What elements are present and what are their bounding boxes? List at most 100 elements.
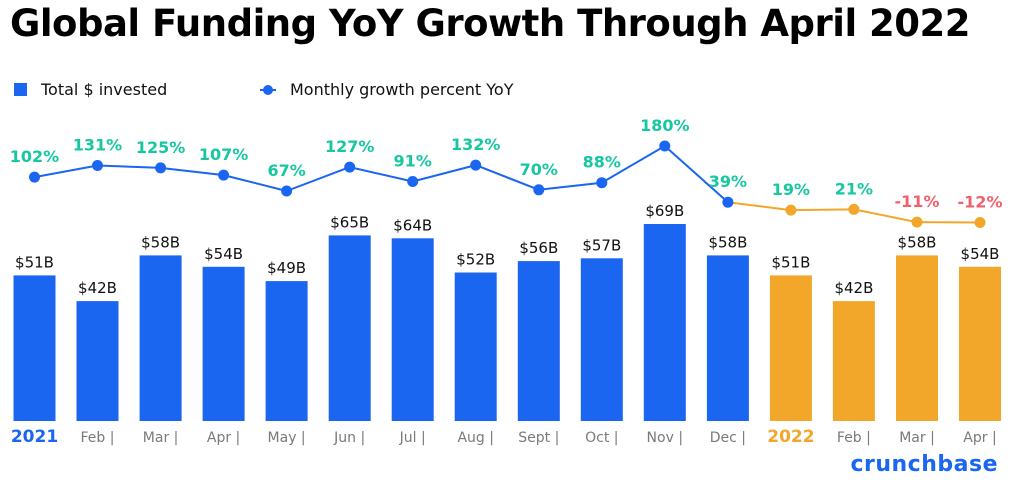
growth-percent-label: 102% — [10, 147, 59, 166]
growth-line-segment — [727, 201, 792, 212]
bar — [517, 261, 560, 421]
bar — [391, 238, 434, 421]
bar — [769, 275, 812, 421]
bar-value-label: $58B — [898, 233, 937, 251]
growth-percent-label: 70% — [520, 160, 558, 179]
bar — [580, 258, 623, 421]
growth-point — [344, 161, 356, 173]
growth-line-segment — [601, 145, 666, 184]
bar — [76, 301, 119, 421]
growth-point — [470, 159, 482, 171]
growth-point — [659, 140, 671, 152]
bar — [265, 281, 308, 421]
bar-value-label: $51B — [771, 253, 810, 271]
growth-line-segment — [412, 164, 476, 183]
growth-point — [848, 203, 860, 215]
bar-value-label: $52B — [456, 251, 495, 269]
bar — [328, 235, 371, 421]
bar-value-label: $54B — [204, 245, 243, 263]
growth-percent-label: 132% — [451, 135, 500, 154]
growth-percent-label: 39% — [709, 172, 747, 191]
growth-line-segment — [664, 145, 729, 203]
bar — [959, 266, 1001, 421]
bar-value-label: $54B — [961, 245, 1000, 263]
x-axis-tick-label: Feb | — [837, 430, 871, 446]
bar-value-label: $57B — [582, 236, 621, 254]
legend-item-line: Monthly growth percent YoY — [260, 78, 513, 100]
growth-percent-label: 91% — [394, 152, 432, 171]
growth-line-segment — [97, 164, 161, 169]
growth-point — [785, 204, 797, 216]
bar-value-label: $42B — [834, 279, 873, 297]
legend-bar-swatch — [14, 82, 27, 96]
x-axis-tick-label: May | — [268, 430, 306, 446]
growth-line-segment — [853, 208, 918, 224]
bar — [896, 255, 938, 421]
bar — [454, 272, 497, 421]
growth-point — [218, 169, 230, 181]
bar-value-label: $51B — [15, 253, 54, 271]
growth-percent-label: 131% — [73, 136, 122, 155]
bar — [832, 301, 875, 421]
legend-item-bars: Total $ invested — [14, 78, 167, 100]
growth-point — [974, 217, 986, 228]
x-axis-tick-label: Dec | — [710, 430, 746, 446]
growth-line-segment — [34, 164, 98, 179]
x-axis-tick-label: Feb | — [81, 430, 115, 446]
bar-value-label: $64B — [393, 216, 432, 234]
growth-point — [407, 176, 419, 187]
growth-point — [533, 184, 545, 196]
growth-percent-label: 88% — [583, 153, 621, 172]
bar-value-label: $42B — [78, 279, 117, 297]
growth-line-segment — [790, 208, 854, 212]
crunchbase-logo: crunchbase — [850, 452, 998, 477]
growth-point — [911, 216, 923, 228]
growth-line-segment — [349, 166, 413, 183]
growth-percent-label: 107% — [199, 145, 248, 164]
growth-point — [92, 160, 103, 171]
x-axis-tick-label: Nov | — [647, 430, 684, 446]
growth-percent-label: 180% — [640, 116, 689, 135]
x-axis-tick-label: Sept | — [518, 430, 559, 446]
chart-title: Global Funding YoY Growth Through April … — [10, 2, 970, 45]
growth-point — [596, 177, 608, 189]
x-axis-tick-label: Apr | — [207, 430, 240, 446]
growth-point — [722, 196, 734, 208]
bar — [139, 255, 182, 421]
growth-percent-label: 21% — [835, 179, 873, 198]
bar — [202, 266, 245, 421]
legend-line-label: Monthly growth percent YoY — [290, 79, 514, 99]
growth-line-segment — [223, 174, 287, 192]
growth-percent-label: 125% — [136, 138, 185, 157]
growth-point — [281, 185, 293, 197]
x-axis-tick-label: Oct | — [585, 430, 618, 446]
x-axis-year-label: 2022 — [767, 427, 814, 447]
x-axis-tick-label: Apr | — [963, 430, 996, 446]
bar — [13, 275, 56, 421]
growth-line-segment — [475, 164, 540, 191]
x-axis-tick-label: Jun | — [333, 430, 365, 446]
x-axis-tick-label: Aug | — [457, 430, 494, 446]
legend-bar-label: Total $ invested — [41, 79, 168, 99]
growth-percent-label: -12% — [958, 193, 1003, 212]
bar-value-label: $69B — [645, 202, 684, 220]
x-axis-tick-label: Mar | — [143, 430, 179, 446]
x-axis-year-label: 2021 — [11, 427, 58, 447]
bar-value-label: $65B — [330, 213, 369, 231]
growth-percent-label: 67% — [267, 161, 305, 180]
bar-value-label: $49B — [267, 259, 306, 277]
bar — [706, 255, 749, 421]
growth-line-segment — [286, 166, 351, 192]
bar-value-label: $58B — [141, 233, 180, 251]
bar — [643, 224, 686, 421]
x-axis-tick-label: Jul | — [399, 430, 426, 446]
bar-value-label: $56B — [519, 239, 558, 257]
growth-percent-label: 19% — [772, 180, 810, 199]
growth-point — [155, 162, 167, 174]
growth-line-segment — [160, 166, 224, 177]
bar-value-label: $58B — [708, 233, 747, 251]
growth-point — [29, 171, 40, 183]
growth-percent-label: -11% — [895, 192, 940, 211]
growth-percent-label: 127% — [325, 137, 374, 156]
